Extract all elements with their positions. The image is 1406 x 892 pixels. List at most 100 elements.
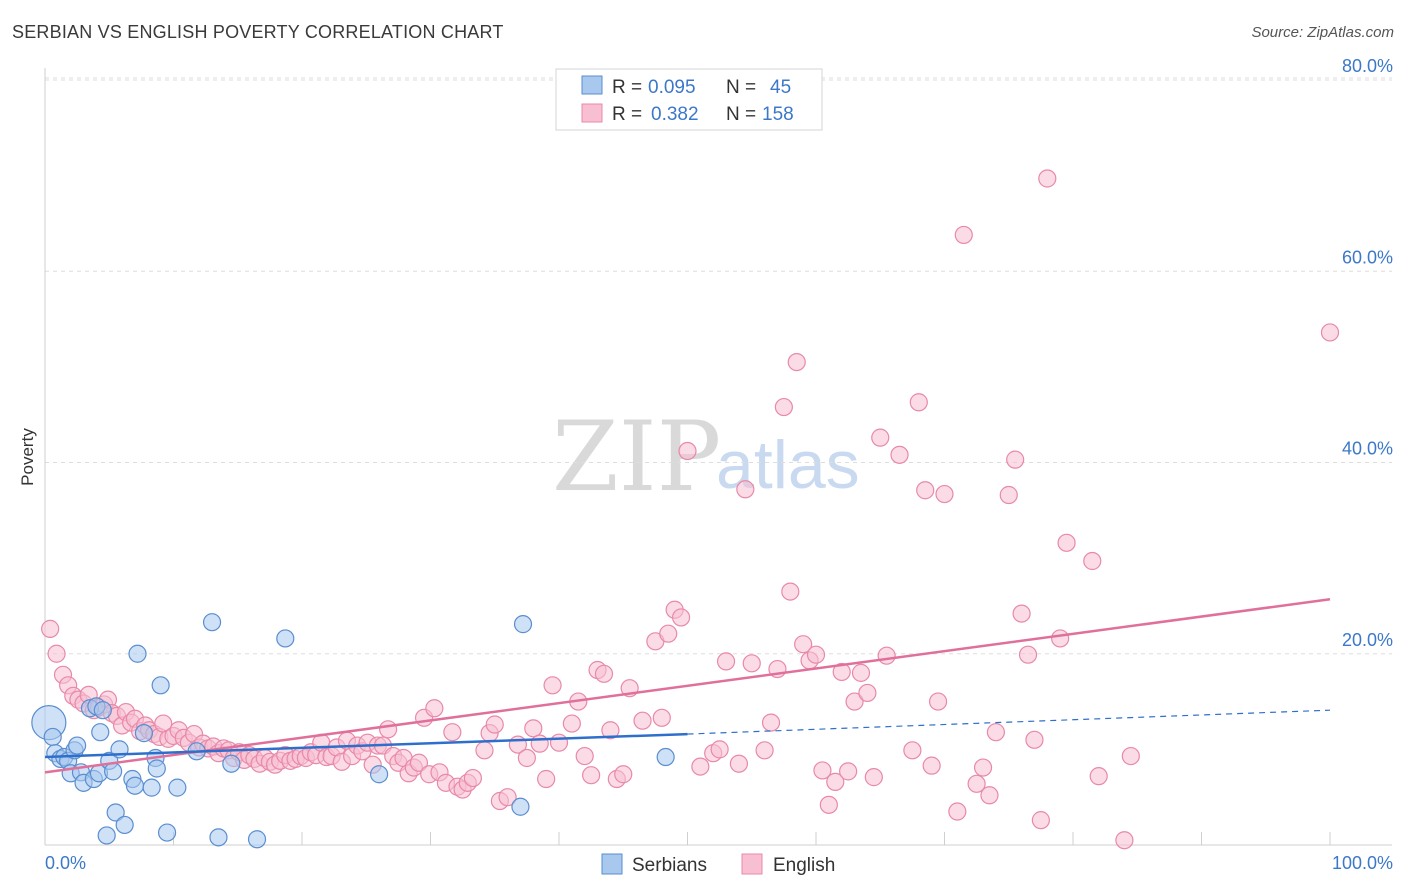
bottom-legend-english: English bbox=[773, 855, 835, 876]
serbians-point bbox=[656, 747, 675, 767]
english-point bbox=[819, 795, 838, 814]
serbians-point bbox=[43, 727, 62, 747]
serbians-point bbox=[104, 762, 123, 781]
english-point bbox=[691, 757, 710, 776]
gridlines bbox=[45, 77, 1392, 655]
serbians-point bbox=[168, 778, 187, 797]
serbians-point bbox=[157, 823, 177, 842]
bottom-legend-serbians: Serbians bbox=[632, 855, 707, 876]
english-point bbox=[1121, 746, 1140, 766]
legend-box: R = 0.095 N = 45 R = 0.382 N = 158 bbox=[555, 68, 823, 131]
y-tick-label: 20.0% bbox=[1342, 630, 1393, 650]
english-point bbox=[1025, 730, 1044, 749]
english-point bbox=[463, 768, 483, 788]
english-point bbox=[485, 715, 504, 734]
serbians-trend-line bbox=[44, 732, 688, 759]
legend-n-label-english: N = bbox=[726, 104, 756, 125]
english-point bbox=[1089, 767, 1108, 786]
serbians-point bbox=[511, 797, 530, 816]
english-point bbox=[575, 746, 594, 766]
english-point bbox=[864, 768, 883, 787]
serbians-point bbox=[91, 723, 110, 742]
english-point bbox=[871, 428, 890, 447]
english-point bbox=[1031, 811, 1050, 830]
source-label: Source: ZipAtlas.com bbox=[1251, 24, 1394, 41]
serbians-point bbox=[276, 629, 295, 648]
english-point bbox=[1083, 551, 1102, 571]
y-axis-label: Poverty bbox=[18, 428, 37, 486]
english-point bbox=[710, 740, 729, 759]
english-point bbox=[877, 646, 896, 665]
chart-title: SERBIAN VS ENGLISH POVERTY CORRELATION C… bbox=[12, 22, 504, 42]
y-tick-label: 60.0% bbox=[1342, 247, 1393, 267]
english-point bbox=[845, 692, 864, 711]
english-trend-line bbox=[44, 598, 1331, 774]
english-point bbox=[549, 733, 569, 752]
english-point bbox=[922, 756, 941, 775]
legend-swatch-english bbox=[581, 103, 603, 123]
english-point bbox=[851, 663, 871, 682]
english-point bbox=[601, 721, 620, 740]
english-point bbox=[903, 741, 922, 760]
serbians-point bbox=[370, 765, 389, 784]
english-point bbox=[761, 713, 781, 732]
english-point bbox=[781, 582, 800, 601]
english-point bbox=[1018, 645, 1038, 664]
serbians-point bbox=[247, 830, 267, 849]
legend-n-label-serbians: N = bbox=[726, 77, 756, 98]
english-point bbox=[543, 676, 562, 695]
english-point bbox=[999, 485, 1018, 505]
english-point bbox=[787, 352, 806, 372]
english-point bbox=[614, 765, 633, 784]
english-point bbox=[832, 662, 851, 682]
english-point bbox=[813, 761, 832, 780]
english-point bbox=[948, 802, 967, 821]
english-point bbox=[659, 624, 678, 643]
serbians-point bbox=[222, 754, 241, 773]
y-tick-label: 80.0% bbox=[1342, 56, 1393, 76]
serbians-point bbox=[513, 615, 533, 634]
bottom-legend: Serbians English bbox=[601, 853, 835, 876]
serbians-point bbox=[68, 736, 87, 755]
serbians-trend-extension bbox=[687, 709, 1331, 735]
x-tick-label-min: 0.0% bbox=[45, 853, 86, 873]
serbians-point bbox=[125, 776, 145, 795]
y-tick-label: 40.0% bbox=[1342, 439, 1393, 459]
english-point bbox=[973, 758, 993, 777]
serbians-point bbox=[142, 778, 161, 797]
watermark-zip: ZIP bbox=[552, 401, 721, 513]
english-point bbox=[409, 753, 429, 772]
english-point bbox=[517, 748, 536, 768]
english-point bbox=[967, 774, 986, 793]
english-point bbox=[716, 652, 736, 671]
english-point bbox=[678, 441, 697, 461]
serbians-point bbox=[97, 826, 116, 845]
english-point bbox=[530, 734, 549, 753]
english-point bbox=[1051, 629, 1070, 648]
bottom-legend-swatch-english bbox=[741, 853, 763, 875]
serbians-point bbox=[106, 803, 125, 822]
english-point bbox=[755, 741, 774, 760]
bottom-legend-swatch-serbians bbox=[601, 853, 623, 875]
english-point bbox=[594, 664, 614, 683]
english-point bbox=[537, 769, 556, 789]
english-point bbox=[954, 225, 973, 245]
english-point bbox=[671, 608, 691, 627]
english-point bbox=[935, 484, 954, 504]
english-point bbox=[41, 619, 60, 638]
english-point bbox=[986, 723, 1006, 742]
english-point bbox=[562, 714, 581, 733]
serbians-point bbox=[134, 724, 154, 743]
serbians-point bbox=[147, 759, 166, 778]
english-point bbox=[806, 645, 826, 664]
english-point bbox=[524, 719, 543, 738]
serbians-point bbox=[151, 676, 170, 695]
english-point bbox=[1012, 604, 1031, 623]
legend-r-label-english: R = bbox=[612, 104, 642, 125]
x-ticks bbox=[44, 832, 1331, 845]
english-point bbox=[443, 723, 462, 742]
legend-n-value-serbians: 45 bbox=[770, 77, 791, 98]
legend-swatch-serbians bbox=[581, 75, 603, 95]
english-point bbox=[582, 766, 601, 785]
